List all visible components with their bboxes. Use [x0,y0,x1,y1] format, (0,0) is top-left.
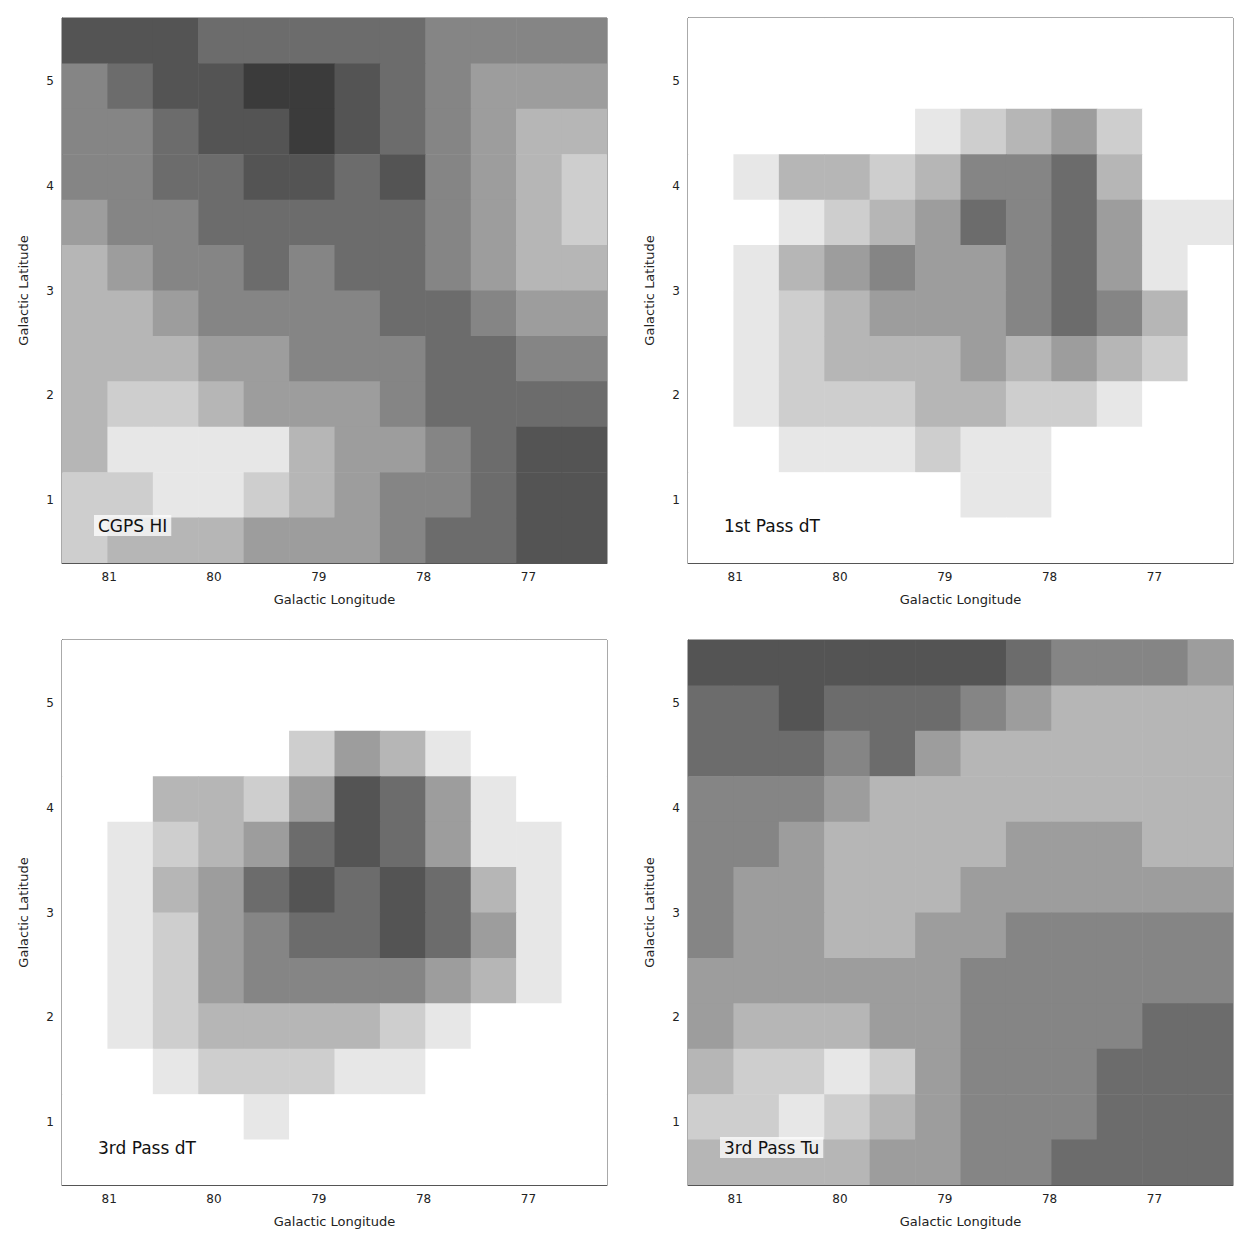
svg-text:77: 77 [1147,570,1162,584]
svg-text:Galactic Longitude: Galactic Longitude [274,592,395,607]
svg-text:2: 2 [672,388,680,402]
svg-text:1: 1 [46,493,54,507]
svg-text:77: 77 [1147,1192,1162,1206]
svg-text:3rd Pass dT: 3rd Pass dT [98,1138,197,1158]
svg-text:79: 79 [937,570,952,584]
svg-text:4: 4 [46,179,54,193]
svg-text:78: 78 [1042,1192,1057,1206]
svg-text:Galactic Longitude: Galactic Longitude [274,1214,395,1229]
svg-text:1: 1 [672,1115,680,1129]
svg-text:3: 3 [672,284,680,298]
svg-text:4: 4 [672,179,680,193]
svg-text:Galactic Latitude: Galactic Latitude [16,235,31,345]
svg-text:80: 80 [832,570,847,584]
svg-text:78: 78 [416,570,431,584]
svg-text:4: 4 [46,801,54,815]
svg-text:1st Pass dT: 1st Pass dT [724,516,821,536]
svg-text:78: 78 [1042,570,1057,584]
svg-text:79: 79 [311,1192,326,1206]
svg-text:3rd Pass Tu: 3rd Pass Tu [724,1138,819,1158]
svg-text:Galactic Latitude: Galactic Latitude [642,235,657,345]
svg-text:77: 77 [521,570,536,584]
svg-text:80: 80 [206,1192,221,1206]
svg-text:5: 5 [672,696,680,710]
svg-text:2: 2 [46,388,54,402]
svg-text:81: 81 [728,1192,743,1206]
svg-text:81: 81 [102,570,117,584]
svg-text:5: 5 [672,74,680,88]
svg-text:Galactic Latitude: Galactic Latitude [16,857,31,967]
svg-text:3: 3 [46,906,54,920]
svg-text:1: 1 [672,493,680,507]
svg-text:4: 4 [672,801,680,815]
svg-text:5: 5 [46,74,54,88]
svg-text:81: 81 [102,1192,117,1206]
svg-text:Galactic Latitude: Galactic Latitude [642,857,657,967]
svg-text:81: 81 [728,570,743,584]
svg-text:80: 80 [832,1192,847,1206]
svg-text:CGPS HI: CGPS HI [98,516,167,536]
svg-text:79: 79 [311,570,326,584]
svg-text:79: 79 [937,1192,952,1206]
svg-text:78: 78 [416,1192,431,1206]
svg-text:77: 77 [521,1192,536,1206]
svg-text:Galactic Longitude: Galactic Longitude [900,1214,1021,1229]
svg-text:1: 1 [46,1115,54,1129]
svg-text:5: 5 [46,696,54,710]
svg-text:2: 2 [672,1010,680,1024]
svg-text:Galactic Longitude: Galactic Longitude [900,592,1021,607]
svg-text:3: 3 [672,906,680,920]
svg-text:3: 3 [46,284,54,298]
svg-text:2: 2 [46,1010,54,1024]
svg-text:80: 80 [206,570,221,584]
